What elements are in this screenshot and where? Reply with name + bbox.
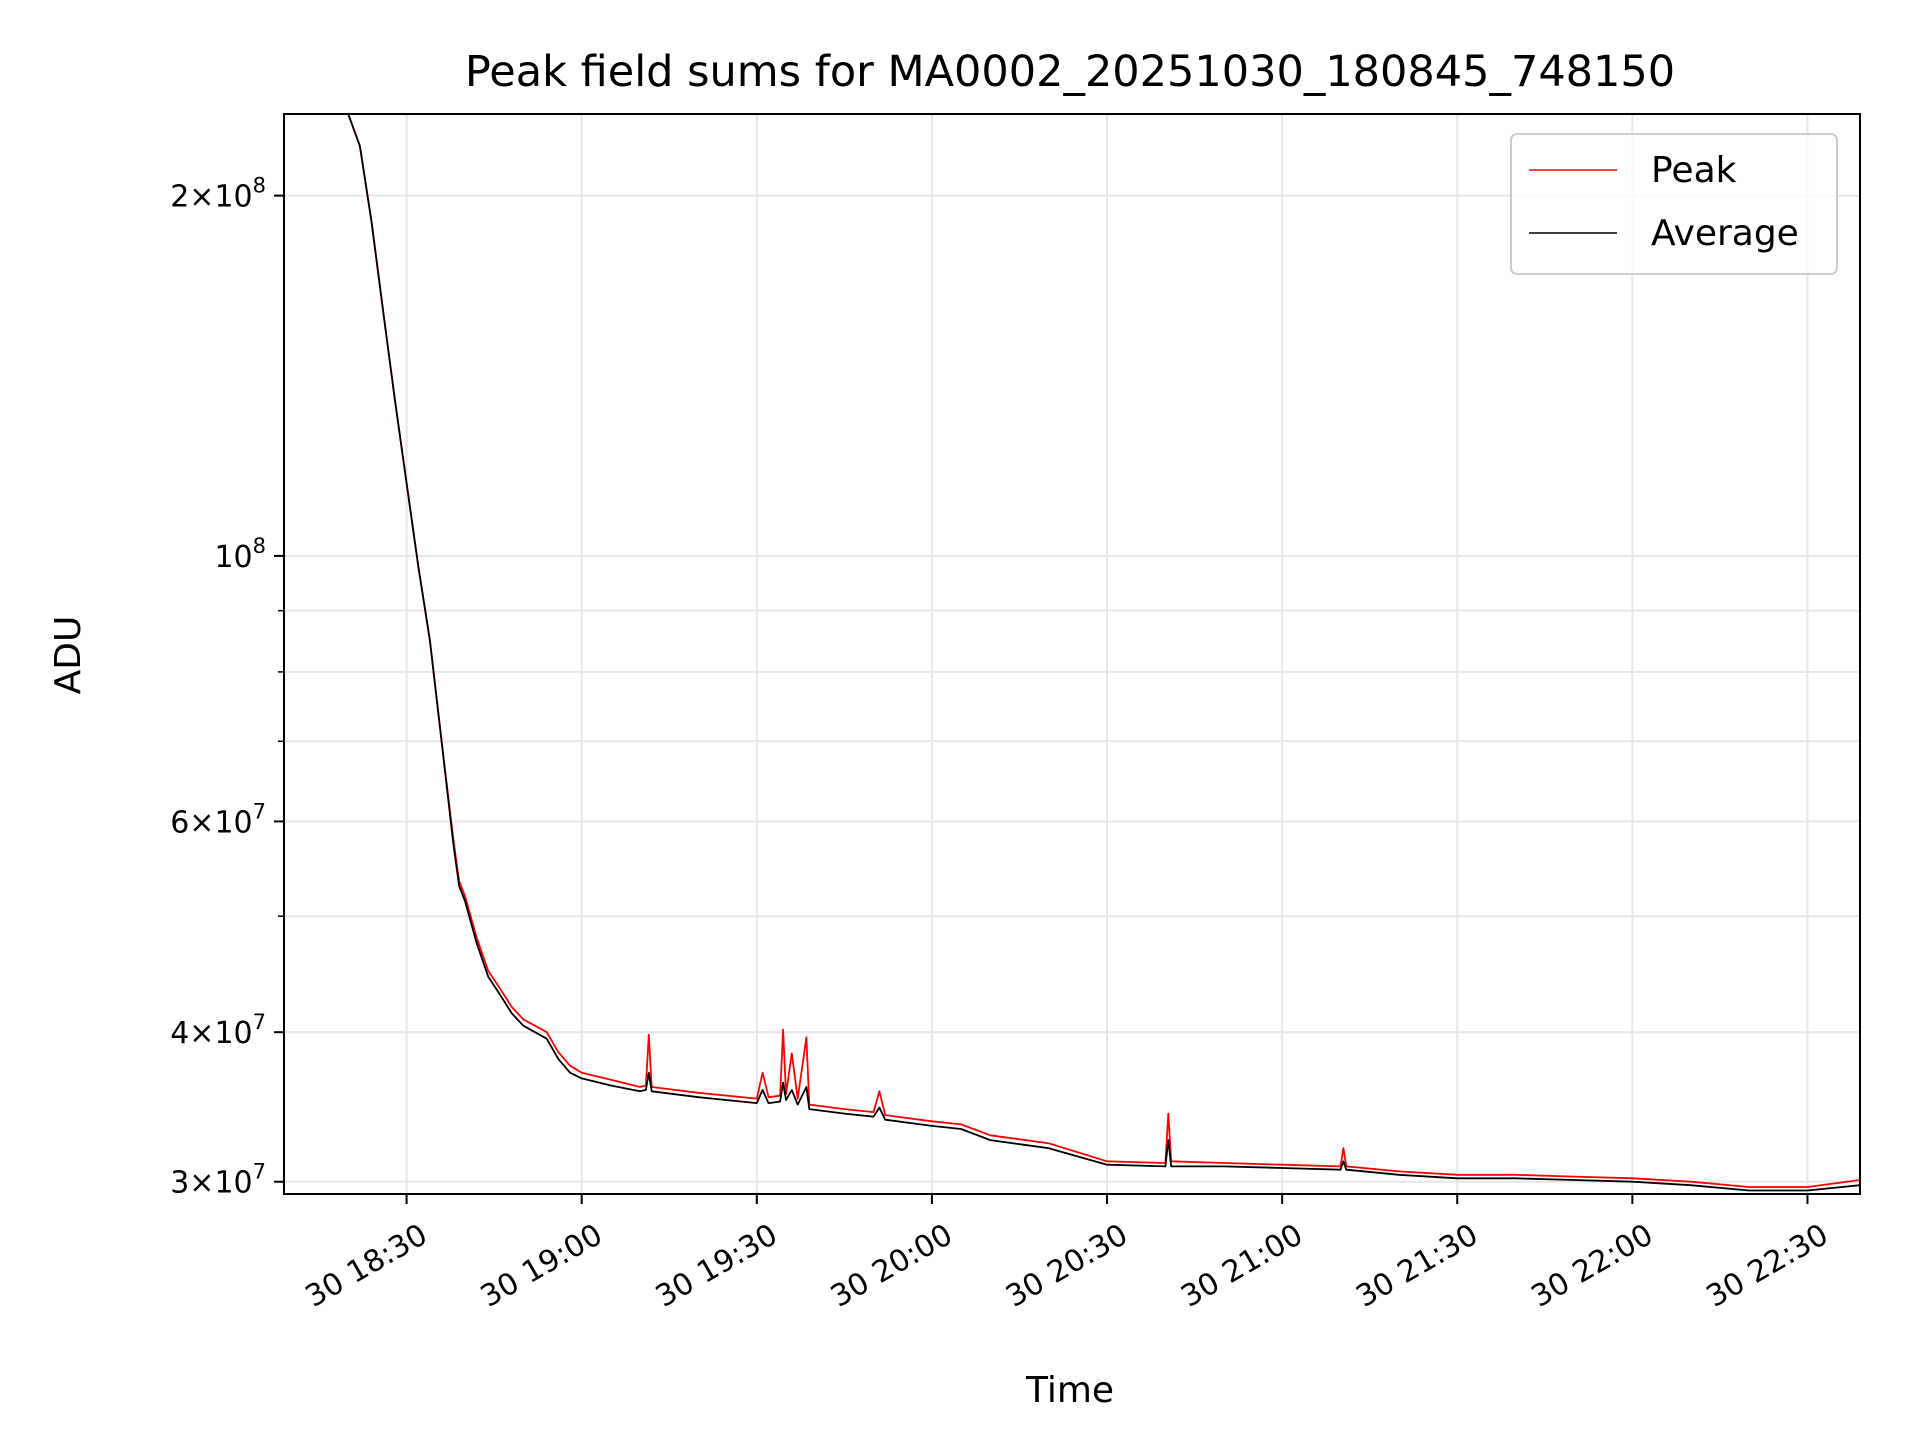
plot-frame [283, 113, 1861, 1195]
y-tick-label: 2×108 [170, 174, 266, 215]
y-tick-label: 108 [214, 534, 266, 575]
chart-title: Peak field sums for MA0002_20251030_1808… [465, 47, 1675, 97]
y-axis-label: ADU [48, 616, 89, 695]
y-tick-label: 3×107 [170, 1160, 266, 1201]
x-axis-label: Time [1025, 1370, 1114, 1411]
series-layer [284, 113, 1861, 1192]
y-tick-label: 4×107 [170, 1010, 266, 1051]
legend-label-peak: Peak [1651, 150, 1737, 191]
legend-box [1510, 133, 1838, 275]
legend-label-average: Average [1651, 213, 1799, 254]
y-tick-label: 6×107 [170, 799, 266, 840]
legend: Peak Average [1510, 133, 1838, 275]
series-line-average [284, 113, 1861, 1192]
